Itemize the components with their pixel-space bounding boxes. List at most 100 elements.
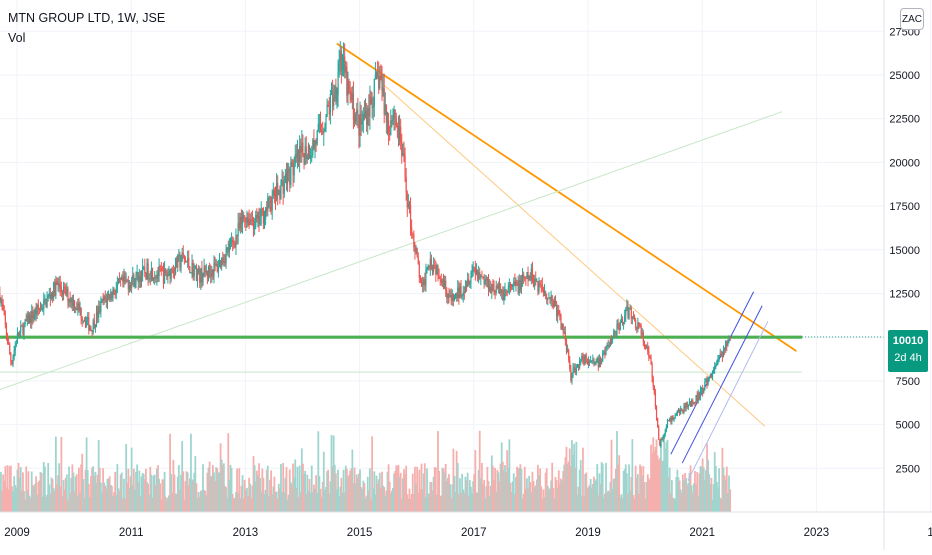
candle-body xyxy=(424,279,425,285)
candle-body xyxy=(523,274,524,277)
x-tick-label: 2017 xyxy=(461,527,487,539)
candle-body xyxy=(722,355,723,357)
candle-body xyxy=(39,309,40,310)
candle-body xyxy=(314,141,315,148)
candle-body xyxy=(107,296,108,303)
candle-body xyxy=(329,107,330,114)
candle-body xyxy=(337,72,338,95)
volume-bar xyxy=(729,489,731,512)
candle-body xyxy=(603,352,604,354)
candle-body xyxy=(643,333,644,342)
candle-body xyxy=(135,274,136,283)
candle-body xyxy=(667,420,668,426)
candle-body xyxy=(331,94,332,95)
candle-body xyxy=(691,400,692,406)
candle-body xyxy=(225,251,226,263)
candle-body xyxy=(187,258,188,262)
chart-legend: MTN GROUP LTD, 1W, JSE Vol xyxy=(8,8,165,48)
candle-body xyxy=(144,267,145,273)
candle-body xyxy=(16,343,17,345)
candle-body xyxy=(485,280,486,284)
candle-body xyxy=(473,267,474,272)
candle-body xyxy=(665,430,666,434)
candle-body xyxy=(73,300,74,306)
candle-body xyxy=(189,267,190,273)
candle-body xyxy=(475,268,476,275)
candle-body xyxy=(31,311,32,322)
candle-body xyxy=(381,79,382,90)
candle-body xyxy=(279,190,280,200)
candle-body xyxy=(17,333,18,343)
candle-body xyxy=(145,274,146,279)
candle-body xyxy=(194,269,195,277)
candle-body xyxy=(177,255,178,267)
candle-body xyxy=(583,359,584,364)
candle-body xyxy=(716,361,717,366)
candle-body xyxy=(108,295,109,296)
candle-body xyxy=(50,294,51,299)
candle-body xyxy=(728,337,729,340)
candle-body xyxy=(466,286,467,287)
candle-body xyxy=(567,350,568,352)
candle-body xyxy=(252,220,253,221)
candle-body xyxy=(612,338,613,340)
candle-body xyxy=(504,289,505,293)
candle-body xyxy=(659,440,660,446)
volume-indicator-label[interactable]: Vol xyxy=(8,28,165,48)
candle-body xyxy=(302,143,303,154)
y-tick-label: 7500 xyxy=(896,376,920,388)
candle-body xyxy=(268,198,269,199)
candle-body xyxy=(540,283,541,284)
symbol-title[interactable]: MTN GROUP LTD, 1W, JSE xyxy=(8,8,165,28)
candle-body xyxy=(110,292,111,300)
candle-body xyxy=(185,260,186,262)
candle-body xyxy=(235,235,236,247)
candle-body xyxy=(721,354,722,355)
candle-body xyxy=(152,269,153,281)
candle-body xyxy=(129,285,130,289)
candle-body xyxy=(376,73,377,75)
candle-body xyxy=(245,219,246,223)
candle-body xyxy=(388,120,389,133)
candle-body xyxy=(95,325,96,328)
candle-body xyxy=(585,356,586,364)
x-tick-label: 2013 xyxy=(233,527,259,539)
candle-body xyxy=(124,276,125,281)
candle-body xyxy=(41,307,42,309)
candle-body xyxy=(620,323,621,331)
candle-body xyxy=(270,206,271,211)
candle-body xyxy=(241,217,242,224)
candle-body xyxy=(683,406,684,413)
candle-body xyxy=(439,276,440,278)
candle-body xyxy=(112,290,113,298)
candle-body xyxy=(332,94,333,106)
candle-body xyxy=(296,154,297,157)
candle-body xyxy=(25,320,26,324)
candle-body xyxy=(49,294,50,296)
candle-body xyxy=(490,287,491,293)
candle-body xyxy=(180,262,181,268)
currency-button[interactable]: ZAC xyxy=(900,8,924,30)
candle-body xyxy=(240,217,241,229)
candle-body xyxy=(463,292,464,296)
candle-body xyxy=(286,174,287,184)
candle-body xyxy=(516,282,517,283)
candle-body xyxy=(556,306,557,317)
candle-body xyxy=(579,361,580,369)
candle-body xyxy=(62,292,63,295)
candle-body xyxy=(219,260,220,267)
candle-body xyxy=(441,279,442,282)
candle-body xyxy=(448,294,449,296)
candle-body xyxy=(126,280,127,281)
candle-body xyxy=(395,110,396,119)
candle-body xyxy=(697,395,698,400)
candle-body xyxy=(500,288,501,292)
candle-body xyxy=(143,267,144,268)
candle-body xyxy=(645,345,646,348)
candle-body xyxy=(615,331,616,335)
candle-body xyxy=(367,108,368,125)
candle-body xyxy=(631,308,632,319)
candle-body xyxy=(15,345,16,351)
